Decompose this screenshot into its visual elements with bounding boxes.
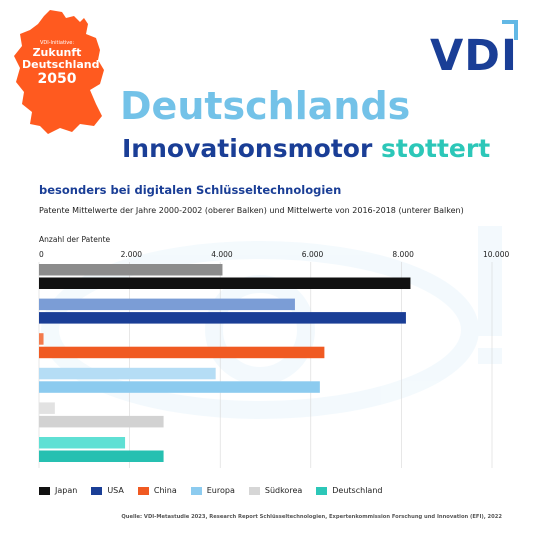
axis-title: Anzahl der Patente: [39, 235, 111, 244]
legend-item: China: [137, 486, 177, 495]
legend-item: Europa: [190, 486, 235, 495]
bar-europa-2000-2002: [39, 367, 216, 380]
legend-swatch: [316, 486, 328, 495]
vdi-logo: VDI: [430, 31, 518, 81]
legend-item: USA: [91, 486, 124, 495]
bar-china-2000-2002: [39, 333, 44, 345]
germany-map-shape: [14, 10, 104, 134]
legend-item: Südkorea: [248, 486, 303, 495]
legend-item: Deutschland: [316, 486, 382, 495]
headline-line-2: Innovationsmotor stottert: [122, 134, 490, 164]
legend-swatch: [248, 486, 260, 495]
bar-usa-2000-2002: [39, 298, 295, 311]
legend-label: Europa: [206, 486, 235, 495]
bar-usa-2016-2018: [39, 312, 406, 324]
x-tick-label: 8.000: [392, 250, 414, 259]
legend-swatch: [91, 486, 103, 495]
x-tick-label: 0: [39, 250, 44, 259]
bar-deutschland-2000-2002: [39, 437, 126, 449]
vdi-logo-corner-icon: [502, 20, 518, 40]
headline-line-2-accent: stottert: [381, 134, 491, 163]
legend-swatch: [190, 486, 202, 495]
legend-label: China: [153, 486, 177, 495]
x-tick-label: 4.000: [211, 250, 233, 259]
x-tick-label: 2.000: [121, 250, 143, 259]
chart-description: Patente Mittelwerte der Jahre 2000-2002 …: [39, 206, 464, 215]
source-note: Quelle: VDI-Metastudie 2023, Research Re…: [121, 514, 502, 520]
chart-legend: Japan USA China Europa Südkorea Deutschland: [39, 486, 382, 495]
badge-text: VDI-Initiative: Zukunft Deutschland 2050: [22, 40, 100, 87]
badge-line-3: 2050: [37, 71, 77, 87]
bar-japan-2000-2002: [39, 264, 223, 276]
badge-line-1: Zukunft: [32, 46, 82, 59]
germany-map-icon: [14, 10, 104, 134]
bar-südkorea-2000-2002: [39, 402, 55, 414]
legend-label: Deutschland: [332, 486, 383, 495]
bar-europa-2016-2018: [39, 381, 320, 393]
x-axis-ticks: 0 2.000 4.000 6.000 8.000 10.000: [39, 250, 509, 259]
legend-item: Japan: [39, 486, 77, 495]
bars: [39, 264, 411, 462]
gridlines: [38, 262, 493, 468]
chart-subtitle: besonders bei digitalen Schlüsseltechnol…: [39, 183, 342, 197]
legend-label: USA: [107, 486, 124, 495]
bar-südkorea-2016-2018: [39, 415, 164, 428]
badge-line-2: Deutschland: [22, 58, 100, 71]
x-tick-label: 6.000: [302, 250, 324, 259]
bar-china-2016-2018: [39, 346, 325, 359]
badge-small-text: VDI-Initiative:: [39, 40, 75, 46]
headline-line-1: Deutschlands: [120, 84, 411, 128]
legend-label: Südkorea: [264, 486, 303, 495]
legend-swatch: [137, 486, 149, 495]
legend-swatch: [39, 486, 50, 495]
legend-label: Japan: [55, 486, 78, 495]
bar-deutschland-2016-2018: [39, 450, 164, 462]
x-tick-label: 10.000: [483, 250, 509, 259]
bar-japan-2016-2018: [39, 277, 411, 289]
headline-line-2-main: Innovationsmotor: [122, 134, 381, 163]
